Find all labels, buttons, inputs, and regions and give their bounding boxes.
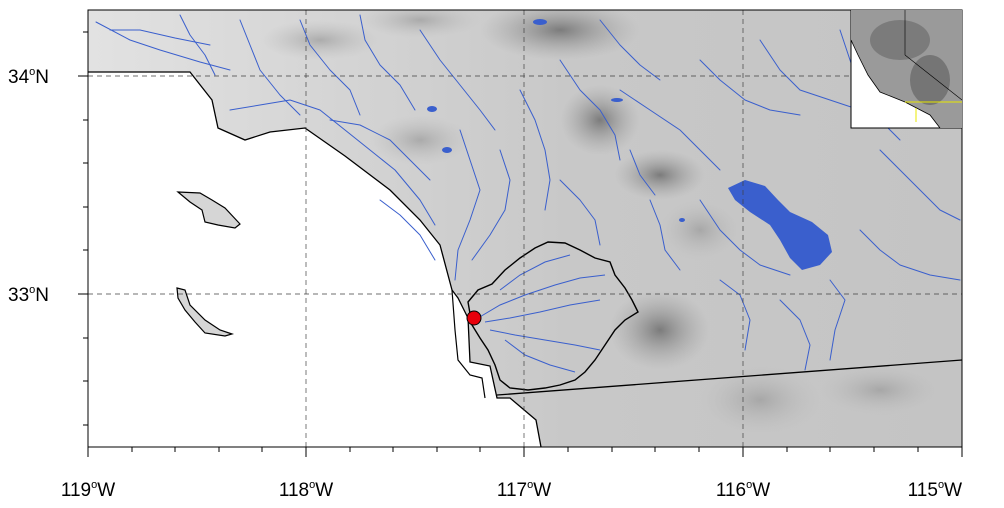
x-tick-label: 117oW bbox=[497, 479, 551, 501]
inset-map bbox=[850, 9, 963, 129]
x-tick-label: 115oW bbox=[908, 479, 962, 501]
map-frame bbox=[87, 9, 963, 448]
station-marker bbox=[466, 310, 482, 326]
y-axis-labels: 34oN 33oN bbox=[8, 66, 49, 306]
salton-sea bbox=[728, 180, 832, 270]
island-1 bbox=[176, 191, 241, 229]
coastal-strip bbox=[451, 289, 486, 399]
graticule bbox=[88, 10, 962, 447]
lakes bbox=[427, 19, 832, 270]
terrain-shading bbox=[260, 10, 940, 435]
watershed-boundary bbox=[467, 241, 639, 391]
tick-marks bbox=[78, 31, 963, 457]
international-border bbox=[496, 359, 962, 396]
ocean bbox=[88, 72, 541, 447]
y-tick-label: 34oN bbox=[8, 66, 49, 88]
x-axis-labels: 119oW 118oW 117oW 116oW 115oW bbox=[61, 479, 962, 501]
watershed-rivers bbox=[477, 254, 606, 373]
coastline bbox=[88, 71, 542, 447]
island-2 bbox=[176, 287, 235, 337]
x-tick-label: 116oW bbox=[716, 479, 770, 501]
land-mass bbox=[88, 10, 962, 447]
x-tick-label: 119oW bbox=[61, 479, 115, 501]
x-tick-label: 118oW bbox=[279, 479, 333, 501]
y-tick-label: 33oN bbox=[8, 284, 49, 306]
